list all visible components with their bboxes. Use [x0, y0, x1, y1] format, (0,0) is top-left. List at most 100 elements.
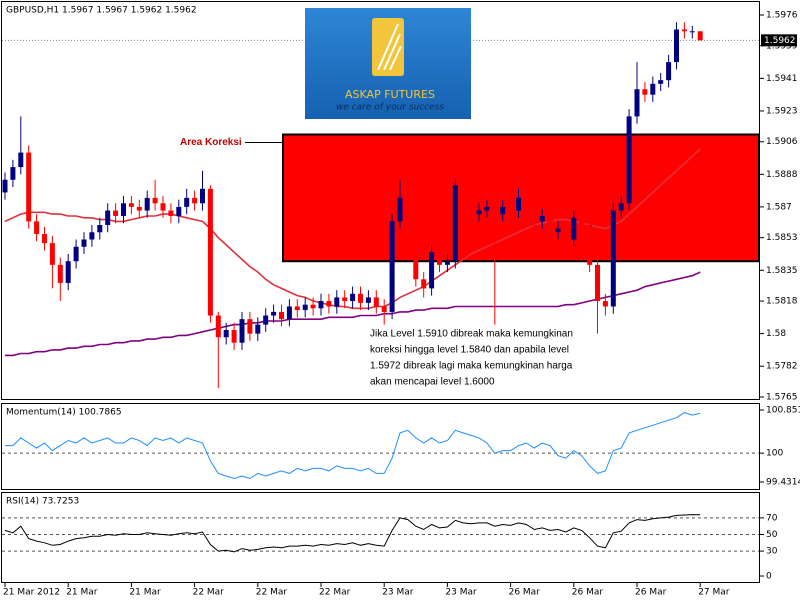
momentum-title: Momentum(14) 100.7865: [6, 408, 122, 418]
candle-body: [444, 261, 450, 265]
candle-body: [452, 185, 458, 262]
y-tick-label: 1.5765: [766, 393, 798, 403]
chart-title: GBPUSD,H1 1.5967 1.5967 1.5962 1.5962: [6, 6, 197, 16]
candle-body: [176, 206, 182, 216]
x-tick-label: 23 Mar: [445, 588, 477, 598]
candle-body: [231, 330, 237, 343]
candle-body: [476, 210, 482, 215]
y-tick-label: 1.5835: [766, 266, 798, 276]
candle-body: [579, 217, 585, 226]
y-tick-label: 0: [766, 572, 772, 582]
y-tick-label: 1.5941: [766, 74, 798, 84]
candle-body: [413, 252, 419, 280]
x-tick-label: 21 Mar 2012: [3, 588, 60, 598]
candle-body: [555, 228, 561, 233]
candle-body: [207, 188, 213, 316]
candle-body: [18, 152, 24, 168]
candle-body: [168, 210, 174, 216]
candle-body: [689, 31, 695, 33]
x-tick-label: 23 Mar: [382, 588, 414, 598]
candle-body: [121, 203, 126, 216]
y-tick-label: 70: [766, 513, 778, 523]
candle-body: [144, 197, 150, 211]
note-line: Jika Level 1.5910 dibreak maka kemungkin…: [370, 329, 573, 340]
candle-body: [437, 252, 442, 265]
candle-body: [523, 197, 529, 204]
candle-body: [184, 197, 190, 207]
candle-body: [539, 215, 545, 222]
candle-body: [113, 210, 119, 216]
zone-label: Area Koreksi: [180, 137, 242, 148]
candle-body: [531, 203, 537, 222]
candle-body: [42, 234, 47, 244]
candle-body: [595, 264, 600, 302]
candle-body: [587, 225, 593, 265]
y-tick-label: 1.5782: [766, 362, 798, 372]
candle-body: [618, 203, 624, 211]
note-line: akan mencapai level 1.6000: [370, 377, 495, 388]
candle-body: [666, 62, 672, 81]
candle-body: [350, 293, 356, 302]
y-tick-label: 1.587: [766, 202, 792, 212]
candle-body: [342, 297, 348, 302]
candle-body: [610, 210, 616, 307]
candle-body: [271, 311, 277, 316]
candle-body: [65, 261, 71, 283]
x-tick-label: 21 Mar: [129, 588, 161, 598]
candle-body: [468, 206, 474, 215]
y-tick-label: 100.851: [766, 406, 800, 416]
y-tick-label: 1.58: [766, 329, 786, 339]
y-tick-label: 1.5976: [766, 11, 798, 21]
indicator-line: [4, 514, 701, 553]
candle-body: [429, 252, 435, 289]
last-price-box: [761, 34, 797, 47]
y-tick-label: 100: [766, 449, 783, 459]
candle-body: [563, 228, 569, 240]
x-tick-label: 27 Mar: [698, 588, 730, 598]
candle-body: [318, 301, 324, 309]
y-tick-label: 30: [766, 547, 778, 557]
x-tick-label: 22 Mar: [319, 588, 351, 598]
candle-body: [223, 330, 229, 338]
rsi-title: RSI(14) 73.7253: [6, 497, 79, 507]
candle-body: [57, 264, 63, 283]
candle-body: [34, 221, 40, 235]
logo-tagline: we care of your success: [336, 103, 444, 113]
candle-body: [642, 89, 648, 95]
candle-body: [389, 221, 395, 312]
x-tick-label: 26 Mar: [635, 588, 667, 598]
candle-body: [255, 324, 261, 334]
candle-body: [373, 297, 379, 307]
x-tick-label: 22 Mar: [256, 588, 288, 598]
candle-body: [128, 203, 134, 207]
candle-body: [484, 206, 490, 211]
candle-body: [681, 29, 687, 32]
x-tick-label: 26 Mar: [572, 588, 604, 598]
plot-layer: [2, 22, 760, 553]
candle-body: [650, 83, 656, 95]
logo-name: ASKAP FUTURES: [345, 88, 435, 101]
candle-body: [405, 197, 411, 253]
logo-icon-lines: [377, 23, 402, 71]
indicator-line: [5, 412, 701, 480]
candle-body: [492, 206, 498, 215]
candle-body: [547, 215, 553, 233]
x-tick-label: 21 Mar: [66, 588, 98, 598]
moving-average: [5, 271, 701, 357]
candle-body: [397, 197, 403, 222]
x-tick-label: 22 Mar: [193, 588, 225, 598]
candle-body: [2, 179, 8, 193]
y-tick-label: 1.5888: [766, 170, 798, 180]
candle-body: [674, 29, 679, 63]
x-tick-label: 26 Mar: [509, 588, 541, 598]
candle-body: [516, 197, 521, 211]
candle-body: [358, 293, 363, 303]
candle-body: [152, 197, 158, 204]
logo: ASKAP FUTURES we care of your success: [305, 8, 471, 119]
note-line: koreksi hingga level 1.5840 dan apabila …: [370, 345, 569, 356]
rsi-panel: [1, 492, 760, 583]
candle-body: [508, 206, 514, 211]
y-tick-label: 1.5818: [766, 297, 798, 307]
candle-body: [602, 301, 608, 307]
